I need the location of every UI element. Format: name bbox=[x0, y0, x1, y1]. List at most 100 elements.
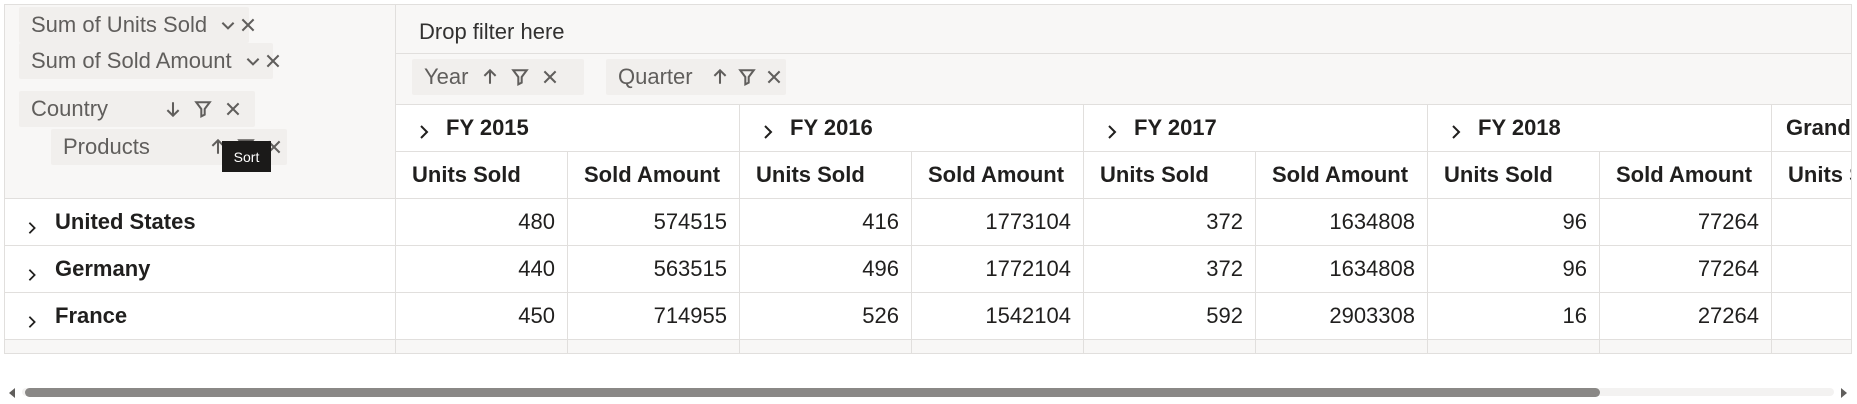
measure-header[interactable]: Sold Amount bbox=[1256, 152, 1428, 198]
filter-icon[interactable] bbox=[189, 95, 217, 123]
year-header[interactable]: FY 2016 bbox=[740, 105, 1084, 151]
arrow-down-icon[interactable] bbox=[159, 95, 187, 123]
filter-drop-zone[interactable]: Drop filter here bbox=[419, 19, 565, 44]
filter-and-column-panel: Drop filter here Year Quarter bbox=[396, 5, 1851, 105]
year-header-row: FY 2015 FY 2016 FY 2017 FY 2018 Grand To… bbox=[396, 105, 1851, 152]
row-header-france[interactable]: France bbox=[5, 293, 396, 340]
value-cell[interactable]: 1634808 bbox=[1256, 246, 1428, 293]
total-cell[interactable]: 5087312 bbox=[912, 340, 1084, 353]
value-cell[interactable]: 1773104 bbox=[912, 199, 1084, 246]
chip-label: Sum of Sold Amount bbox=[31, 48, 232, 73]
chevron-right-icon[interactable] bbox=[25, 309, 39, 328]
year-header[interactable]: FY 2015 bbox=[396, 105, 740, 151]
value-cell[interactable] bbox=[1772, 199, 1851, 246]
chevron-down-icon[interactable] bbox=[244, 47, 262, 75]
total-cell[interactable]: 181792 bbox=[1600, 340, 1772, 353]
year-label: FY 2015 bbox=[446, 115, 529, 140]
value-cell[interactable]: 416 bbox=[740, 199, 912, 246]
value-cell[interactable]: 372 bbox=[1084, 246, 1256, 293]
row-label: Grand Total bbox=[29, 350, 151, 353]
row-header-united-states[interactable]: United States bbox=[5, 199, 396, 246]
row-header-germany[interactable]: Germany bbox=[5, 246, 396, 293]
row-chip-country[interactable]: Country bbox=[19, 91, 255, 127]
value-cell[interactable]: 1634808 bbox=[1256, 199, 1428, 246]
value-cell[interactable]: 450 bbox=[396, 293, 568, 340]
chip-label: Country bbox=[31, 96, 109, 121]
close-icon[interactable] bbox=[219, 95, 247, 123]
measure-header[interactable]: Units Sold bbox=[740, 152, 912, 198]
value-cell[interactable]: 574515 bbox=[568, 199, 740, 246]
value-chip-units-sold[interactable]: Sum of Units Sold bbox=[19, 7, 255, 43]
measure-header[interactable]: Units Sold bbox=[1428, 152, 1600, 198]
chevron-right-icon[interactable] bbox=[25, 262, 39, 281]
horizontal-scrollbar[interactable] bbox=[4, 384, 1852, 400]
total-cell[interactable]: 1336 bbox=[1084, 340, 1256, 353]
value-cell[interactable]: 77264 bbox=[1600, 199, 1772, 246]
measure-header[interactable]: Sold Amount bbox=[912, 152, 1084, 198]
row-header-grand-total: Grand Total bbox=[5, 340, 396, 353]
arrow-up-icon[interactable] bbox=[708, 63, 733, 91]
value-cell[interactable]: 2903308 bbox=[1256, 293, 1428, 340]
total-cell[interactable] bbox=[1772, 340, 1851, 353]
chevron-right-icon[interactable] bbox=[760, 120, 776, 139]
grand-total-header: Grand Total bbox=[1772, 105, 1851, 151]
row-label: Germany bbox=[55, 256, 151, 281]
value-cell[interactable] bbox=[1772, 246, 1851, 293]
total-cell[interactable]: 1852985 bbox=[568, 340, 740, 353]
arrow-up-icon[interactable] bbox=[205, 133, 231, 161]
value-chip-sold-amount[interactable]: Sum of Sold Amount bbox=[19, 43, 279, 79]
value-cell[interactable]: 563515 bbox=[568, 246, 740, 293]
measure-header-row: Units Sold Sold Amount Units Sold Sold A… bbox=[396, 152, 1851, 199]
value-cell[interactable]: 526 bbox=[740, 293, 912, 340]
chevron-right-icon[interactable] bbox=[1448, 120, 1464, 139]
value-cell[interactable] bbox=[1772, 293, 1851, 340]
scrollbar-thumb[interactable] bbox=[25, 388, 1600, 397]
chevron-right-icon[interactable] bbox=[1104, 120, 1120, 139]
value-cell[interactable]: 440 bbox=[396, 246, 568, 293]
value-cell[interactable]: 496 bbox=[740, 246, 912, 293]
measure-header[interactable]: Sold Amount bbox=[568, 152, 740, 198]
year-header[interactable]: FY 2017 bbox=[1084, 105, 1428, 151]
measure-header[interactable]: Units Sold bbox=[1772, 152, 1851, 198]
value-cell[interactable]: 27264 bbox=[1600, 293, 1772, 340]
pivot-grid: Sum of Units Sold Sum of Sold Amount Cou… bbox=[4, 4, 1852, 354]
value-cell[interactable]: 1542104 bbox=[912, 293, 1084, 340]
total-cell[interactable]: 208 bbox=[1428, 340, 1600, 353]
column-chip-year[interactable]: Year bbox=[412, 59, 584, 95]
value-cell[interactable]: 592 bbox=[1084, 293, 1256, 340]
chevron-right-icon[interactable] bbox=[416, 120, 432, 139]
total-cell[interactable]: 1438 bbox=[740, 340, 912, 353]
value-cell[interactable]: 96 bbox=[1428, 246, 1600, 293]
chip-label: Quarter bbox=[618, 64, 693, 89]
value-cell[interactable]: 372 bbox=[1084, 199, 1256, 246]
close-icon[interactable] bbox=[536, 63, 564, 91]
value-cell[interactable]: 77264 bbox=[1600, 246, 1772, 293]
value-cell[interactable]: 480 bbox=[396, 199, 568, 246]
chip-label: Sum of Units Sold bbox=[31, 12, 208, 37]
value-cell[interactable]: 96 bbox=[1428, 199, 1600, 246]
filter-icon[interactable] bbox=[735, 63, 760, 91]
chevron-down-icon[interactable] bbox=[219, 11, 237, 39]
measure-header[interactable]: Units Sold bbox=[396, 152, 568, 198]
year-label: Grand Total bbox=[1786, 115, 1851, 140]
value-cell[interactable]: 714955 bbox=[568, 293, 740, 340]
chip-label: Products bbox=[63, 134, 150, 159]
column-chip-quarter[interactable]: Quarter bbox=[606, 59, 786, 95]
close-icon[interactable] bbox=[239, 11, 257, 39]
scroll-left-arrow-icon[interactable] bbox=[6, 386, 18, 398]
chevron-right-icon[interactable] bbox=[25, 215, 39, 234]
measure-header[interactable]: Units Sold bbox=[1084, 152, 1256, 198]
filter-icon[interactable] bbox=[506, 63, 534, 91]
scroll-right-arrow-icon[interactable] bbox=[1838, 386, 1850, 398]
measure-header[interactable]: Sold Amount bbox=[1600, 152, 1772, 198]
close-icon[interactable] bbox=[761, 63, 786, 91]
value-cell[interactable]: 16 bbox=[1428, 293, 1600, 340]
total-cell[interactable]: 6172924 bbox=[1256, 340, 1428, 353]
value-cell[interactable]: 1772104 bbox=[912, 246, 1084, 293]
close-icon[interactable] bbox=[264, 47, 282, 75]
total-cell[interactable]: 1370 bbox=[396, 340, 568, 353]
sort-tooltip: Sort bbox=[222, 141, 271, 172]
year-header[interactable]: FY 2018 bbox=[1428, 105, 1772, 151]
arrow-up-icon[interactable] bbox=[476, 63, 504, 91]
row-label: France bbox=[55, 303, 128, 328]
